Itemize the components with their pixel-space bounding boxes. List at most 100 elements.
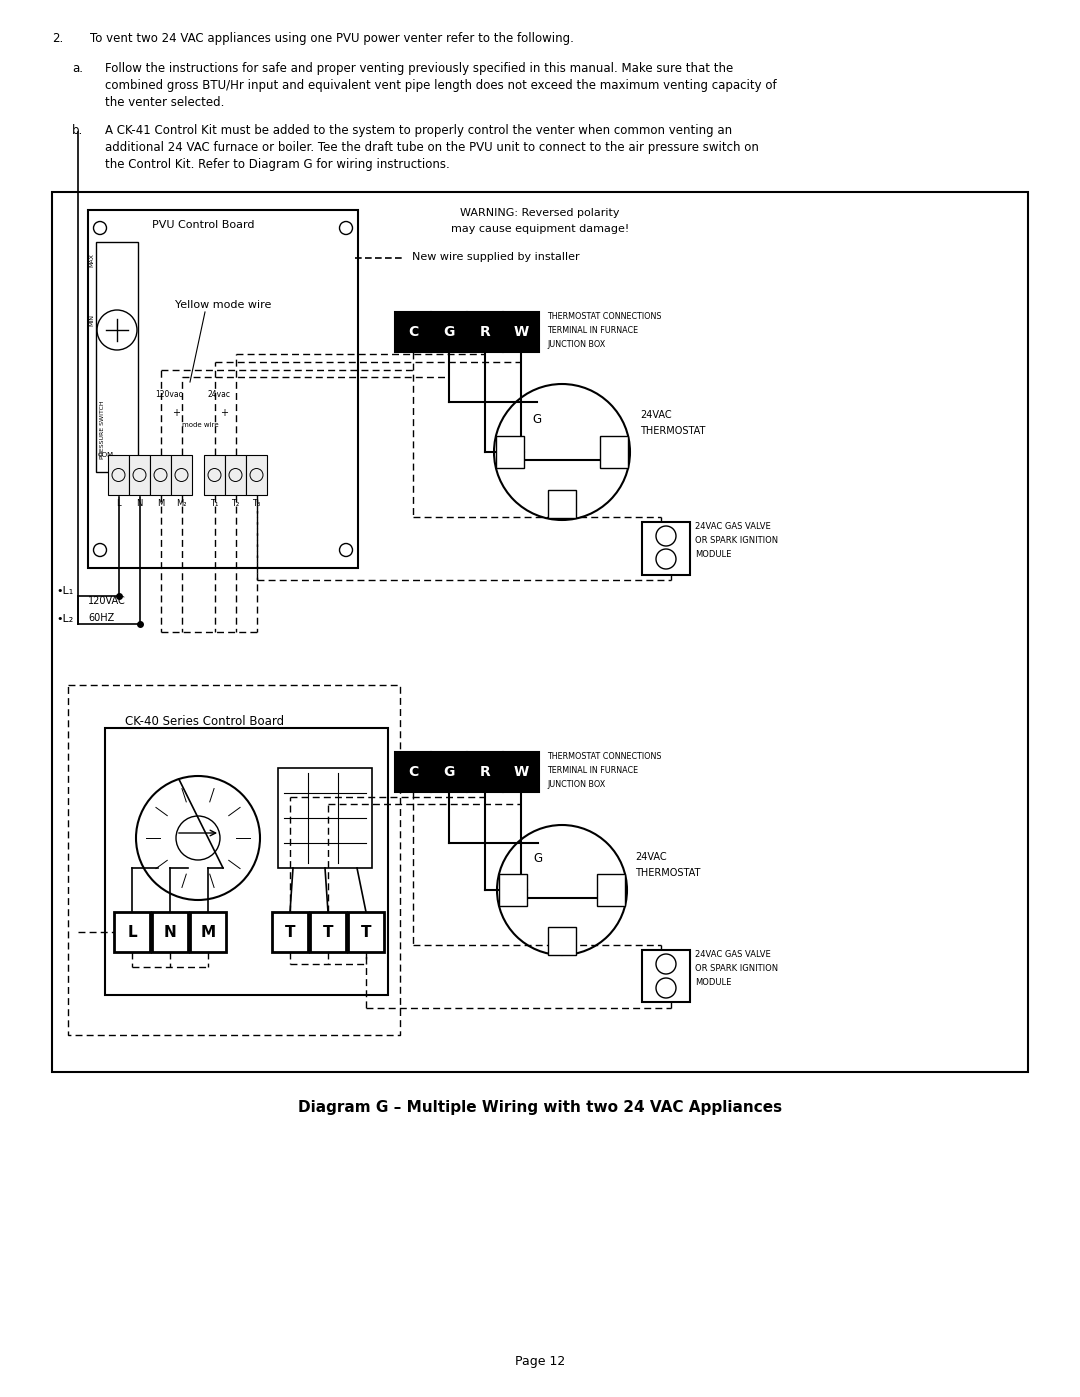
Bar xyxy=(503,312,539,352)
Text: THERMOSTAT: THERMOSTAT xyxy=(640,426,705,436)
Text: 24vac: 24vac xyxy=(208,390,231,400)
Text: G: G xyxy=(443,326,455,339)
Bar xyxy=(204,455,225,495)
Text: A CK-41 Control Kit must be added to the system to properly control the venter w: A CK-41 Control Kit must be added to the… xyxy=(105,124,759,170)
Text: M: M xyxy=(157,499,164,509)
Bar xyxy=(395,312,431,352)
Bar xyxy=(600,436,627,468)
Bar xyxy=(431,752,467,792)
Text: N: N xyxy=(164,925,176,940)
Bar xyxy=(272,912,308,951)
Bar xyxy=(114,912,150,951)
Bar xyxy=(395,752,431,792)
Text: THERMOSTAT CONNECTIONS: THERMOSTAT CONNECTIONS xyxy=(546,752,662,761)
Bar xyxy=(108,455,129,495)
Bar xyxy=(171,455,192,495)
Text: WARNING: Reversed polarity: WARNING: Reversed polarity xyxy=(460,208,620,218)
Text: Page 12: Page 12 xyxy=(515,1355,565,1368)
Bar xyxy=(548,490,576,518)
Text: T: T xyxy=(323,925,334,940)
Text: W: W xyxy=(605,883,617,897)
Bar xyxy=(499,875,527,907)
Text: CK-40 Series Control Board: CK-40 Series Control Board xyxy=(125,715,284,728)
Bar xyxy=(503,752,539,792)
Text: T₃: T₃ xyxy=(253,499,260,509)
Bar xyxy=(87,210,357,569)
Text: M₂: M₂ xyxy=(176,499,187,509)
Text: Y: Y xyxy=(558,935,566,947)
Text: 24VAC GAS VALVE: 24VAC GAS VALVE xyxy=(696,950,771,958)
Text: COM: COM xyxy=(98,453,114,458)
Bar xyxy=(310,912,346,951)
Text: +: + xyxy=(172,408,180,418)
Text: TERMINAL IN FURNACE: TERMINAL IN FURNACE xyxy=(546,766,638,775)
Bar xyxy=(152,912,188,951)
Bar xyxy=(496,436,524,468)
Text: M: M xyxy=(201,925,216,940)
Text: Y: Y xyxy=(558,497,566,510)
Text: W: W xyxy=(608,446,620,458)
Text: 24VAC GAS VALVE: 24VAC GAS VALVE xyxy=(696,522,771,531)
Text: THERMOSTAT CONNECTIONS: THERMOSTAT CONNECTIONS xyxy=(546,312,662,321)
Text: PVU Control Board: PVU Control Board xyxy=(152,219,255,231)
Text: MODULE: MODULE xyxy=(696,550,731,559)
Text: 2.: 2. xyxy=(52,32,64,45)
Text: R: R xyxy=(509,883,517,897)
Text: C: C xyxy=(408,766,418,780)
Text: C: C xyxy=(408,326,418,339)
Text: mode wire: mode wire xyxy=(183,422,218,427)
Text: W: W xyxy=(513,326,528,339)
Bar xyxy=(52,191,1028,1071)
Text: 24VAC: 24VAC xyxy=(640,409,672,420)
Text: 120vac: 120vac xyxy=(156,390,183,400)
Bar xyxy=(467,752,503,792)
Text: T: T xyxy=(285,925,295,940)
Text: MIN: MIN xyxy=(90,314,95,326)
Text: +: + xyxy=(220,408,228,418)
Bar xyxy=(129,455,150,495)
Text: Yellow mode wire: Yellow mode wire xyxy=(175,300,271,310)
Bar xyxy=(190,912,226,951)
Text: JUNCTION BOX: JUNCTION BOX xyxy=(546,780,605,789)
Text: 60HZ: 60HZ xyxy=(87,613,114,623)
Text: TERMINAL IN FURNACE: TERMINAL IN FURNACE xyxy=(546,326,638,335)
Text: a.: a. xyxy=(72,61,83,75)
Bar xyxy=(548,928,576,956)
Bar xyxy=(642,950,690,1002)
Text: R: R xyxy=(480,326,490,339)
Text: b.: b. xyxy=(72,124,83,137)
Text: PRESSURE SWITCH: PRESSURE SWITCH xyxy=(100,401,105,460)
Text: G: G xyxy=(443,766,455,780)
Text: OR SPARK IGNITION: OR SPARK IGNITION xyxy=(696,964,778,972)
Text: T₂: T₂ xyxy=(231,499,240,509)
Bar xyxy=(431,312,467,352)
Bar xyxy=(68,685,400,1035)
Text: To vent two 24 VAC appliances using one PVU power venter refer to the following.: To vent two 24 VAC appliances using one … xyxy=(90,32,573,45)
Bar xyxy=(467,312,503,352)
Bar xyxy=(246,455,267,495)
Text: THERMOSTAT: THERMOSTAT xyxy=(635,868,700,877)
Bar xyxy=(96,242,138,472)
Bar xyxy=(105,728,388,995)
Text: •L₂: •L₂ xyxy=(56,615,73,624)
Text: JUNCTION BOX: JUNCTION BOX xyxy=(546,339,605,349)
Text: G: G xyxy=(534,852,542,865)
Text: R: R xyxy=(505,446,514,458)
Text: L: L xyxy=(127,925,137,940)
Text: G: G xyxy=(532,412,541,426)
Text: R: R xyxy=(480,766,490,780)
Text: T₁: T₁ xyxy=(211,499,218,509)
Bar xyxy=(348,912,384,951)
Text: Follow the instructions for safe and proper venting previously specified in this: Follow the instructions for safe and pro… xyxy=(105,61,777,109)
Text: New wire supplied by installer: New wire supplied by installer xyxy=(411,251,580,263)
Text: Diagram G – Multiple Wiring with two 24 VAC Appliances: Diagram G – Multiple Wiring with two 24 … xyxy=(298,1099,782,1115)
Text: 120VAC: 120VAC xyxy=(87,597,125,606)
Text: N: N xyxy=(136,499,143,509)
Bar xyxy=(225,455,246,495)
Text: MAX: MAX xyxy=(90,253,95,267)
Text: OR SPARK IGNITION: OR SPARK IGNITION xyxy=(696,536,778,545)
Text: W: W xyxy=(513,766,528,780)
Text: may cause equipment damage!: may cause equipment damage! xyxy=(450,224,630,235)
Bar xyxy=(597,875,625,907)
Bar xyxy=(278,768,372,868)
